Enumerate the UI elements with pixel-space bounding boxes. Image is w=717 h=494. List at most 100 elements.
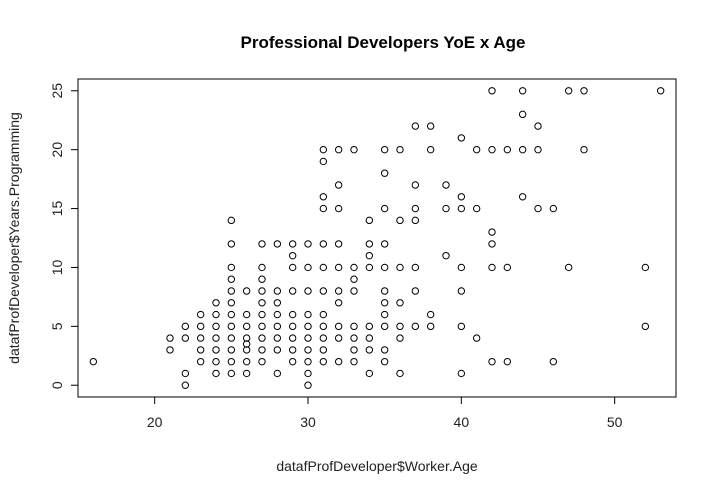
data-point [227, 299, 236, 307]
data-point [227, 263, 236, 272]
data-point [380, 169, 389, 177]
data-point [196, 334, 205, 342]
data-point [319, 204, 328, 213]
data-point [319, 157, 328, 166]
x-tick-label: 50 [607, 414, 623, 430]
data-point [380, 310, 389, 319]
data-point [319, 193, 328, 201]
y-tick-label: 15 [49, 201, 65, 217]
data-point [319, 334, 328, 342]
data-point [350, 145, 358, 154]
data-point [380, 287, 389, 295]
data-point [488, 357, 496, 366]
data-point [227, 346, 236, 354]
data-point [411, 181, 420, 189]
data-point [196, 322, 205, 331]
data-point [534, 204, 542, 213]
data-point [396, 263, 404, 272]
data-point [518, 145, 527, 154]
data-point [656, 87, 665, 95]
data-point [258, 263, 266, 272]
data-point [365, 240, 374, 248]
data-point [288, 334, 297, 342]
data-point [227, 287, 236, 295]
data-point [350, 322, 358, 331]
data-point [273, 299, 282, 307]
data-point [518, 110, 527, 119]
data-point [212, 346, 220, 354]
data-point [242, 357, 251, 366]
data-point [212, 322, 220, 331]
data-point [181, 334, 190, 342]
data-point [258, 357, 266, 366]
data-point [304, 263, 312, 272]
data-point [365, 216, 374, 225]
data-point [396, 145, 404, 154]
data-point [503, 357, 512, 366]
data-point [227, 357, 236, 366]
data-point [227, 240, 236, 248]
data-point [212, 310, 220, 319]
data-point [365, 334, 374, 342]
data-point [181, 381, 190, 389]
data-point [350, 334, 358, 342]
data-point [365, 251, 374, 260]
x-axis-label: datafProfDeveloper$Worker.Age [276, 458, 478, 474]
data-point [518, 87, 527, 95]
data-point [196, 346, 205, 354]
chart-title: Professional Developers YoE x Age [240, 33, 525, 52]
data-point [319, 357, 328, 366]
data-point [227, 369, 236, 378]
data-point [273, 369, 282, 378]
data-point [334, 357, 343, 366]
data-point [411, 204, 420, 213]
data-point [411, 322, 420, 331]
y-tick-label: 25 [49, 83, 65, 99]
data-point [380, 145, 389, 154]
data-point [411, 216, 420, 225]
data-point [641, 322, 650, 331]
data-point [380, 204, 389, 213]
data-point [273, 287, 282, 295]
data-point [304, 346, 312, 354]
data-point [503, 145, 512, 154]
data-point [442, 181, 450, 189]
data-point [242, 287, 251, 295]
data-point [334, 240, 343, 248]
data-point [503, 263, 512, 272]
data-point [288, 251, 297, 260]
data-point [488, 240, 496, 248]
data-point [227, 334, 236, 342]
data-point [304, 334, 312, 342]
data-point [380, 322, 389, 331]
data-point [273, 240, 282, 248]
data-point [457, 369, 466, 378]
data-point [242, 346, 251, 354]
data-point [258, 322, 266, 331]
data-point [212, 299, 220, 307]
data-point [426, 145, 435, 154]
data-point [380, 346, 389, 354]
data-point [472, 145, 481, 154]
plot-frame [77, 78, 677, 398]
x-axis: 20 30 40 50 [147, 396, 623, 430]
data-point [442, 251, 450, 260]
data-point [334, 299, 343, 307]
data-point [334, 322, 343, 331]
y-axis-label: datafProfDeveloper$Years.Programming [6, 112, 22, 364]
data-point [242, 334, 251, 342]
data-point [334, 204, 343, 213]
data-point [319, 287, 328, 295]
data-point [258, 334, 266, 342]
data-point [258, 240, 266, 248]
data-point [580, 145, 588, 154]
data-point [549, 204, 558, 213]
data-point [319, 263, 328, 272]
data-point [396, 299, 404, 307]
data-point [457, 263, 466, 272]
data-point [227, 310, 236, 319]
data-point [196, 310, 205, 319]
data-point [457, 193, 466, 201]
data-point [304, 310, 312, 319]
